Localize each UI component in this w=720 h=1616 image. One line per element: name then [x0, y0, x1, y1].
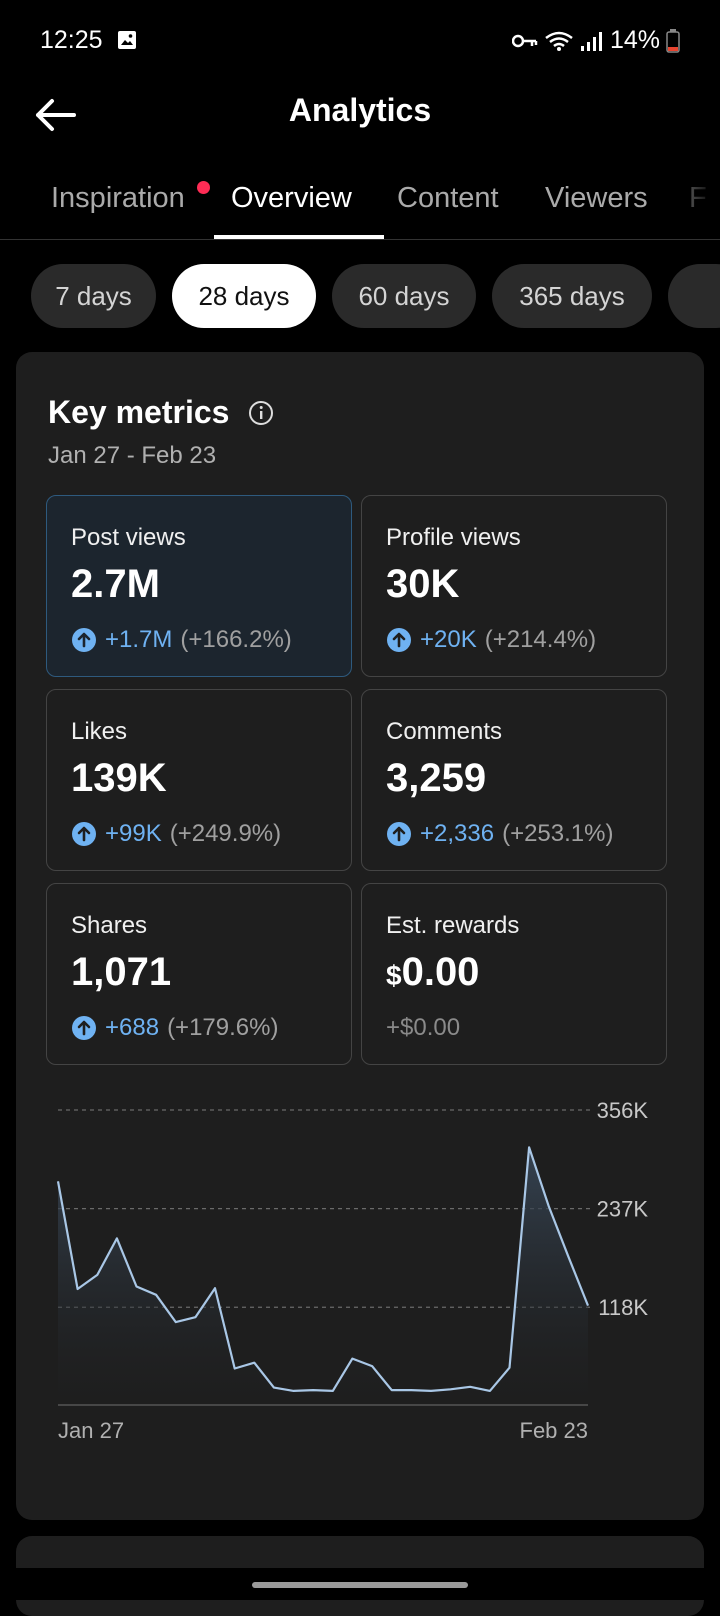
- info-icon[interactable]: [248, 400, 274, 426]
- metric-value: 2.7M: [71, 562, 160, 607]
- tab-viewers[interactable]: Viewers: [545, 182, 648, 215]
- tab-bar: Inspiration Overview Content Viewers F: [0, 160, 720, 240]
- metric-label: Likes: [71, 718, 127, 746]
- home-indicator[interactable]: [252, 1582, 468, 1588]
- metric-value: $0.00: [386, 950, 479, 995]
- battery-icon: [666, 29, 680, 53]
- metric-est-rewards[interactable]: Est. rewards $0.00 +$0.00: [361, 883, 667, 1065]
- metric-delta: +$0.00: [386, 1014, 460, 1042]
- top-bar: Analytics: [0, 80, 720, 160]
- chart-area-fill: [58, 1147, 588, 1405]
- status-bar: 12:25 14%: [0, 0, 720, 80]
- metric-delta: +1.7M: [105, 626, 172, 654]
- tabs-fade: [660, 160, 720, 238]
- metric-percent: (+249.9%): [170, 820, 281, 848]
- x-tick-end: Feb 23: [520, 1418, 589, 1443]
- system-nav-bar: [0, 1568, 720, 1600]
- page-title: Analytics: [0, 92, 720, 129]
- metric-comments[interactable]: Comments 3,259 +2,336 (+253.1%): [361, 689, 667, 871]
- battery-percent: 14%: [610, 26, 660, 55]
- metric-label: Comments: [386, 718, 502, 746]
- key-metrics-card: Key metrics Jan 27 - Feb 23 Post views 2…: [16, 352, 704, 1520]
- arrow-up-circle-icon: [71, 627, 97, 653]
- tab-overview[interactable]: Overview: [231, 182, 352, 215]
- x-tick-start: Jan 27: [58, 1418, 124, 1443]
- metric-percent: (+166.2%): [180, 626, 291, 654]
- metric-label: Shares: [71, 912, 147, 940]
- date-range: Jan 27 - Feb 23: [48, 442, 216, 470]
- metric-percent: (+214.4%): [485, 626, 596, 654]
- arrow-up-circle-icon: [71, 821, 97, 847]
- arrow-up-circle-icon: [386, 821, 412, 847]
- metric-change: +99K (+249.9%): [71, 820, 281, 848]
- metric-delta: +20K: [420, 626, 477, 654]
- metric-change: +1.7M (+166.2%): [71, 626, 292, 654]
- metric-delta: +688: [105, 1014, 159, 1042]
- range-7-days[interactable]: 7 days: [31, 264, 156, 328]
- signal-icon: [580, 30, 604, 52]
- arrow-up-circle-icon: [71, 1015, 97, 1041]
- metric-profile-views[interactable]: Profile views 30K +20K (+214.4%): [361, 495, 667, 677]
- range-365-days[interactable]: 365 days: [492, 264, 652, 328]
- post-views-chart[interactable]: 356K 237K 118K Jan 27 Feb 23: [16, 1092, 704, 1462]
- metric-likes[interactable]: Likes 139K +99K (+249.9%): [46, 689, 352, 871]
- image-icon: [117, 30, 137, 50]
- notification-dot: [197, 181, 210, 194]
- metric-label: Est. rewards: [386, 912, 519, 940]
- range-custom-partial[interactable]: [668, 264, 720, 328]
- metric-value: 30K: [386, 562, 459, 607]
- tab-inspiration[interactable]: Inspiration: [51, 182, 185, 215]
- range-28-days[interactable]: 28 days: [172, 264, 316, 328]
- active-tab-indicator: [214, 235, 384, 239]
- status-time: 12:25: [40, 26, 103, 55]
- metric-value: 3,259: [386, 756, 486, 801]
- metric-delta: +99K: [105, 820, 162, 848]
- y-tick-237k: 237K: [597, 1197, 649, 1222]
- key-metrics-title: Key metrics: [48, 394, 229, 431]
- metric-change: +688 (+179.6%): [71, 1014, 278, 1042]
- tab-content[interactable]: Content: [397, 182, 499, 215]
- y-tick-118k: 118K: [598, 1295, 648, 1320]
- metric-value: 1,071: [71, 950, 171, 995]
- vpn-key-icon: [512, 33, 538, 49]
- metric-percent: (+253.1%): [502, 820, 613, 848]
- metric-percent: (+179.6%): [167, 1014, 278, 1042]
- metric-shares[interactable]: Shares 1,071 +688 (+179.6%): [46, 883, 352, 1065]
- metric-change: +$0.00: [386, 1014, 460, 1042]
- metric-delta: +2,336: [420, 820, 494, 848]
- metric-value: 139K: [71, 756, 167, 801]
- reward-amount: 0.00: [402, 950, 480, 994]
- metric-change: +2,336 (+253.1%): [386, 820, 613, 848]
- currency-symbol: $: [386, 960, 402, 991]
- arrow-up-circle-icon: [386, 627, 412, 653]
- metric-change: +20K (+214.4%): [386, 626, 596, 654]
- metric-post-views[interactable]: Post views 2.7M +1.7M (+166.2%): [46, 495, 352, 677]
- wifi-icon: [544, 30, 574, 52]
- y-tick-356k: 356K: [597, 1098, 649, 1123]
- range-selector: 7 days 28 days 60 days 365 days: [0, 264, 720, 330]
- status-right: 14%: [512, 26, 680, 55]
- metric-label: Profile views: [386, 524, 521, 552]
- metric-label: Post views: [71, 524, 186, 552]
- range-60-days[interactable]: 60 days: [332, 264, 476, 328]
